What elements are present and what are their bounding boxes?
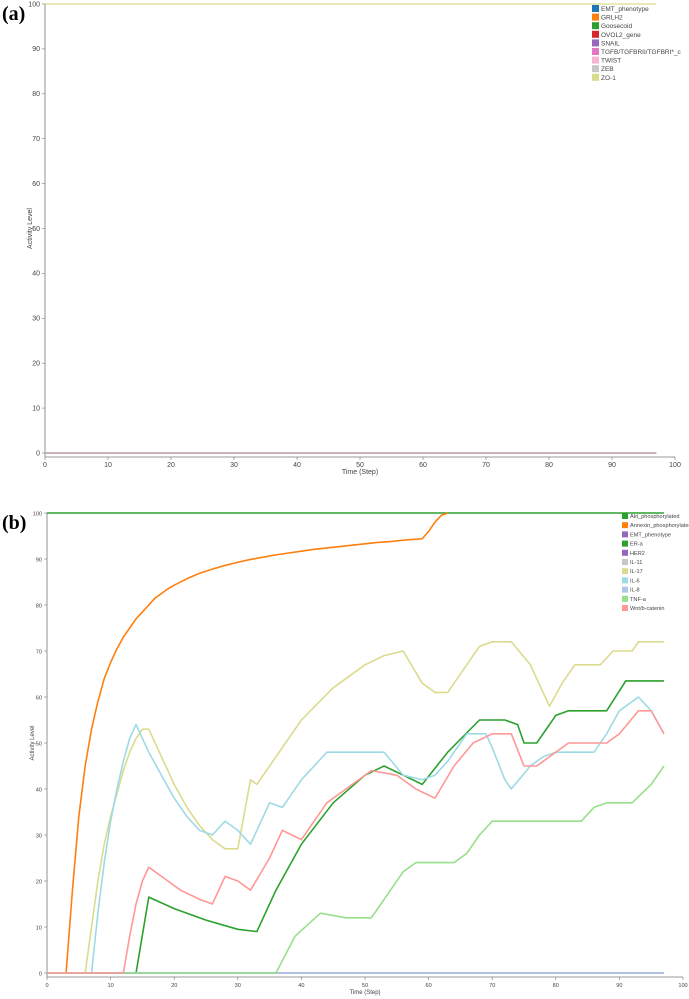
x-tick-label: 80	[553, 983, 559, 989]
legend-swatch	[622, 586, 628, 593]
legend-swatch	[592, 48, 599, 55]
x-tick-label: 50	[356, 462, 364, 469]
y-tick-label: 90	[36, 557, 42, 563]
legend-label: Wnt/b-catenin	[630, 606, 665, 612]
legend-label: ER-a	[630, 542, 644, 548]
legend-swatch	[622, 513, 628, 519]
legend-swatch	[622, 540, 628, 547]
legend-label: ZEB	[601, 66, 614, 73]
x-tick-label: 30	[230, 462, 238, 469]
y-tick-label: 20	[36, 879, 42, 885]
legend-label: TWIST	[601, 58, 621, 65]
x-tick-label: 40	[298, 983, 304, 989]
y-tick-label: 10	[32, 405, 40, 412]
legend-swatch	[622, 531, 628, 538]
legend-label: SNAIL	[601, 40, 620, 47]
y-tick-label: 30	[32, 316, 40, 323]
legend-label: EMT_phenotype	[630, 532, 671, 538]
legend-swatch	[592, 39, 599, 47]
y-tick-label: 100	[28, 1, 40, 8]
series-line-tnf-a	[47, 765, 665, 974]
legend-swatch	[622, 522, 628, 529]
x-tick-label: 10	[104, 462, 112, 469]
legend-label: IL-11	[630, 560, 642, 566]
y-tick-label: 80	[36, 603, 42, 609]
y-tick-label: 0	[39, 971, 42, 977]
x-tick-label: 20	[167, 462, 175, 469]
legend-swatch	[622, 559, 628, 565]
legend-label: IL-8	[630, 588, 640, 594]
y-tick-label: 100	[33, 511, 42, 517]
series-line-er-a	[47, 680, 664, 974]
legend-swatch	[622, 605, 628, 611]
legend-label: IL-17	[630, 569, 643, 575]
legend-label: IL-6	[630, 578, 640, 584]
x-tick-label: 60	[425, 983, 431, 989]
legend-swatch	[592, 13, 599, 21]
x-tick-label: 30	[235, 983, 241, 989]
y-tick-label: 40	[32, 271, 40, 278]
x-axis-label: Time (Step)	[342, 469, 378, 476]
x-tick-label: 0	[43, 462, 47, 469]
legend-label: OVOL2_gene	[601, 32, 641, 39]
y-tick-label: 70	[32, 136, 40, 143]
x-tick-label: 60	[419, 462, 427, 469]
series-line-wnt-b-catenin	[47, 710, 665, 974]
chart-b: 0 10 20 30 40 50 60 70 80 90 100 0 10 20 30 40 50 60 70 80 9…	[30, 511, 689, 996]
y-tick-label: 40	[36, 787, 42, 793]
y-axis-label: Activity Level	[30, 725, 36, 760]
legend-swatch	[622, 568, 628, 575]
legend-label: ZO-1	[601, 75, 616, 82]
x-tick-label: 50	[362, 983, 368, 989]
legend-label: GRLH2	[601, 15, 623, 22]
series-line-il-6	[47, 696, 665, 974]
x-tick-label: 20	[171, 983, 177, 989]
legend-swatch	[622, 577, 628, 584]
x-tick-label: 0	[45, 983, 48, 989]
x-axis-label: Time (Step)	[349, 990, 380, 996]
x-tick-label: 90	[608, 462, 616, 469]
legend-label: Annexin_phosphorylated	[630, 523, 689, 529]
y-tick-label: 20	[32, 361, 40, 368]
chart-a: 0 10 20 30 40 50 60 70 80 90 100 0 10 20 30 40 50 60 70 80 9…	[27, 1, 682, 476]
legend-label: TGFB/TGFBRII/TGFBRI*_c	[601, 49, 682, 56]
x-tick-label: 70	[482, 462, 490, 469]
series-line-il-17	[47, 641, 664, 974]
x-tick-label: 70	[489, 983, 495, 989]
legend-swatch	[592, 73, 599, 81]
y-tick-label: 60	[36, 695, 42, 701]
legend-swatch	[592, 65, 599, 73]
legend-swatch	[622, 595, 628, 602]
legend-swatch	[592, 22, 599, 30]
y-axis-label: Activity Level	[27, 208, 34, 249]
x-tick-label: 10	[107, 983, 113, 989]
legend-swatch	[592, 30, 599, 38]
y-tick-label: 0	[36, 450, 40, 457]
legend-label: HER2	[630, 551, 645, 557]
legend-swatch	[592, 5, 599, 12]
x-tick-label: 90	[616, 983, 622, 989]
y-tick-label: 50	[32, 226, 40, 233]
legend-label: Goosecoid	[601, 23, 632, 30]
panel-a-label: (a)	[2, 3, 26, 25]
x-tick-label: 80	[545, 462, 553, 469]
panel-b-label: (b)	[2, 512, 27, 534]
y-tick-label: 10	[36, 925, 42, 931]
y-tick-label: 80	[32, 91, 40, 98]
x-tick-label: 40	[293, 462, 301, 469]
x-tick-label: 100	[678, 983, 687, 989]
legend-label: Akt_phosphorylated	[630, 514, 679, 520]
legend-label: EMT_phenotype	[601, 6, 649, 13]
legend-swatch	[622, 549, 628, 556]
y-tick-label: 50	[36, 741, 42, 747]
y-tick-label: 90	[32, 46, 40, 53]
legend-label: TNF-a	[630, 597, 647, 603]
y-tick-label: 60	[32, 181, 40, 188]
series-line-annexin-phosphorylated	[47, 512, 448, 974]
y-tick-label: 70	[36, 649, 42, 655]
x-tick-label: 100	[669, 462, 681, 469]
y-tick-label: 30	[36, 833, 42, 839]
legend-swatch	[592, 56, 599, 64]
